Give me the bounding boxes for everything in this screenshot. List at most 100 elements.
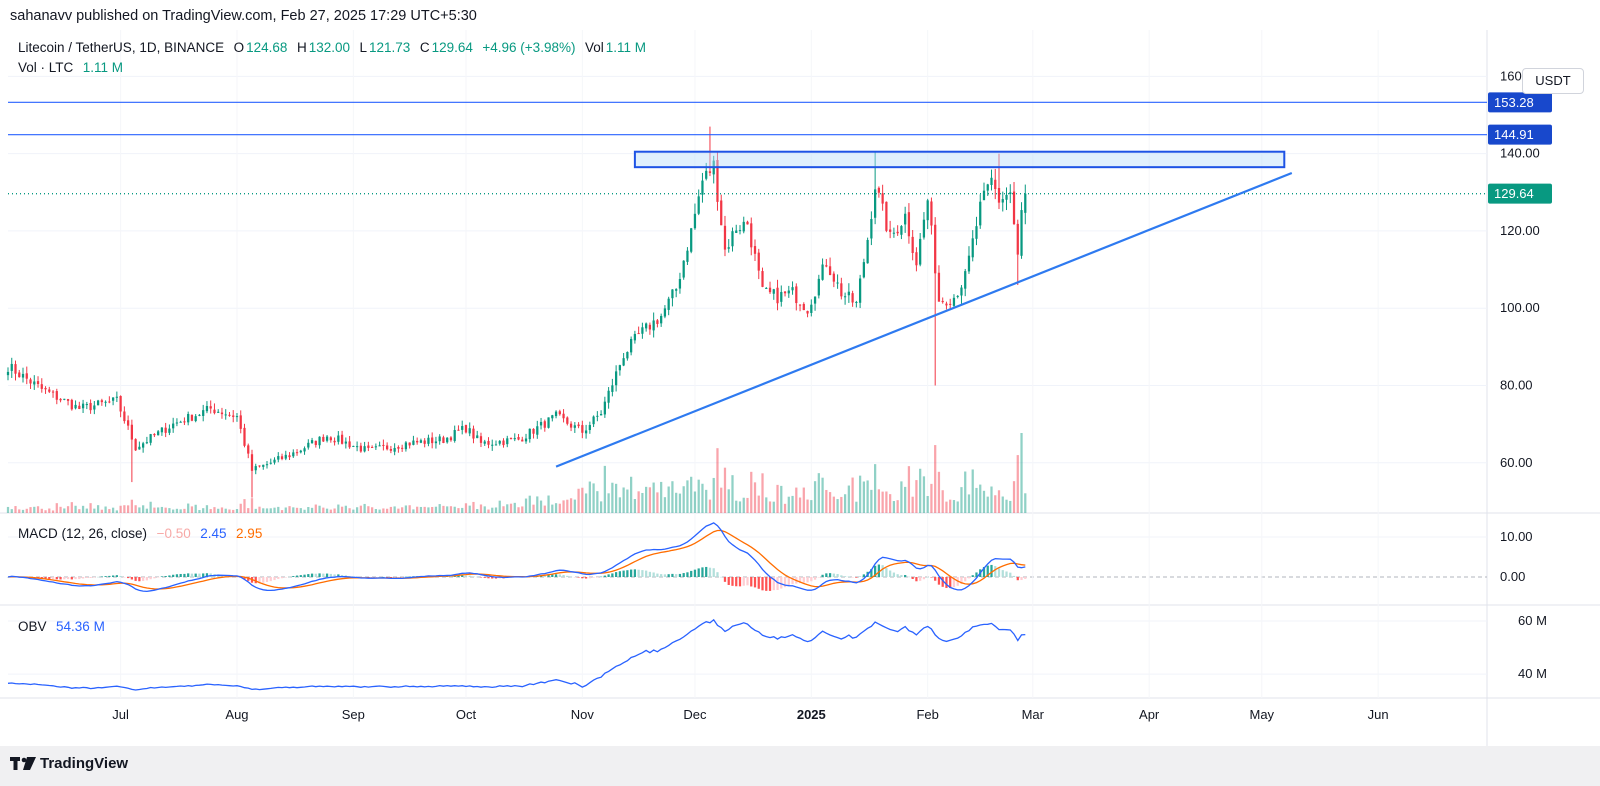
macd-histogram-bar — [581, 577, 584, 579]
volume-bar — [896, 500, 899, 513]
ascending-trendline[interactable] — [555, 171, 1293, 468]
candle-body — [596, 415, 599, 417]
volume-bar — [348, 508, 351, 513]
candle-body — [325, 436, 329, 441]
time-tick-label: Nov — [571, 707, 595, 722]
volume-bar — [355, 507, 359, 513]
macd-histogram-bar — [543, 575, 546, 577]
macd-histogram-bar — [472, 576, 475, 577]
volume-bar — [157, 507, 160, 513]
volume-bar — [592, 483, 595, 513]
macd-histogram-bar — [945, 577, 948, 588]
volume-bar — [614, 483, 618, 513]
volume-bar — [142, 505, 145, 513]
macd-histogram-bar — [637, 569, 640, 577]
macd-histogram-bar — [705, 566, 708, 577]
volume-bar — [611, 482, 614, 513]
volume-bar — [265, 508, 269, 513]
macd-histogram-bar — [633, 569, 637, 577]
volume-bar — [78, 509, 81, 513]
candle-body — [314, 440, 317, 445]
macd-histogram-bar — [157, 577, 160, 578]
macd-histogram-bar — [254, 577, 257, 584]
volume-bar — [89, 503, 92, 513]
volume-bar — [232, 509, 235, 513]
candle-body — [14, 364, 17, 374]
candle-body — [183, 421, 186, 423]
volume-bar — [205, 505, 209, 513]
candle-body — [911, 236, 914, 254]
macd-histogram-bar — [187, 573, 190, 577]
macd-histogram-bar — [562, 574, 565, 577]
tradingview-brand[interactable]: TradingView — [10, 755, 128, 772]
vol-label: Vol — [584, 40, 604, 55]
volume-bar — [393, 506, 396, 513]
candle-body — [1009, 192, 1012, 195]
candle-body — [36, 381, 40, 385]
volume-bar — [866, 480, 869, 513]
candle-body — [551, 415, 554, 419]
candle-body — [678, 278, 682, 289]
candle-body — [611, 385, 614, 392]
macd-histogram-bar — [78, 577, 81, 580]
candle-body — [832, 273, 835, 282]
candle-body — [378, 445, 381, 447]
volume-bar — [599, 501, 603, 513]
volume-legend-label[interactable]: Vol · LTC — [18, 60, 74, 75]
macd-histogram-bar — [329, 573, 332, 577]
candle-body — [145, 442, 149, 444]
candle-body — [250, 454, 254, 471]
candle-body — [228, 414, 231, 416]
volume-bar — [479, 504, 483, 513]
price-chart-svg[interactable]: 160.00140.00120.00100.0080.0060.0010.000… — [0, 30, 1600, 746]
candle-body — [333, 440, 336, 443]
volume-bar — [885, 491, 888, 513]
time-tick-label: Jul — [112, 707, 129, 722]
candle-body — [630, 338, 633, 353]
resistance-zone-rect[interactable] — [633, 150, 1286, 169]
macd-histogram-bar — [172, 574, 175, 577]
volume-bar — [254, 508, 257, 513]
symbol-title[interactable]: Litecoin / TetherUS, 1D, BINANCE — [18, 40, 225, 55]
volume-bar — [18, 509, 21, 513]
volume-bar — [806, 499, 809, 513]
candle-body — [765, 287, 768, 289]
time-tick-label: Mar — [1022, 707, 1045, 722]
candle-body — [949, 303, 952, 305]
candle-body — [562, 413, 565, 419]
candle-body — [269, 462, 272, 464]
macd-histogram-bar — [108, 575, 111, 577]
candle-body — [524, 438, 528, 442]
macd-histogram-bar — [464, 575, 468, 577]
currency-button[interactable]: USDT — [1522, 68, 1584, 94]
volume-bar — [367, 506, 370, 513]
volume-bar — [731, 475, 734, 513]
candle-body — [123, 411, 126, 422]
macd-histogram-bar — [554, 574, 558, 577]
volume-bar — [220, 507, 224, 513]
macd-histogram-bar — [960, 577, 963, 584]
time-tick-label: Sep — [342, 707, 365, 722]
candle-body — [637, 333, 640, 335]
price-tick-label: 80.00 — [1500, 377, 1533, 392]
volume-bar — [524, 498, 528, 513]
volume-bar — [686, 480, 689, 513]
chart-frame[interactable]: 160.00 140.00 120.00 100.00 80.00 60.00 10.00 0… — [0, 30, 1600, 746]
volume-bar — [93, 508, 96, 513]
macd-legend-label[interactable]: MACD (12, 26, close) — [18, 526, 148, 541]
candle-body — [393, 447, 396, 452]
candle-body — [476, 435, 479, 439]
macd-histogram-bar — [952, 577, 956, 588]
volume-bar — [937, 471, 941, 513]
macd-histogram-bar — [678, 573, 682, 577]
macd-histogram-bar — [491, 577, 494, 579]
volume-bar — [971, 469, 974, 513]
macd-histogram-bar — [656, 573, 659, 577]
volume-bar — [96, 505, 100, 513]
obv-legend-label[interactable]: OBV — [18, 619, 47, 634]
candle-body — [292, 452, 295, 457]
time-tick-label: Apr — [1139, 707, 1160, 722]
volume-bar — [491, 507, 494, 513]
price-tick-label: 120.00 — [1500, 223, 1540, 238]
macd-tick-label: 10.00 — [1500, 529, 1533, 544]
